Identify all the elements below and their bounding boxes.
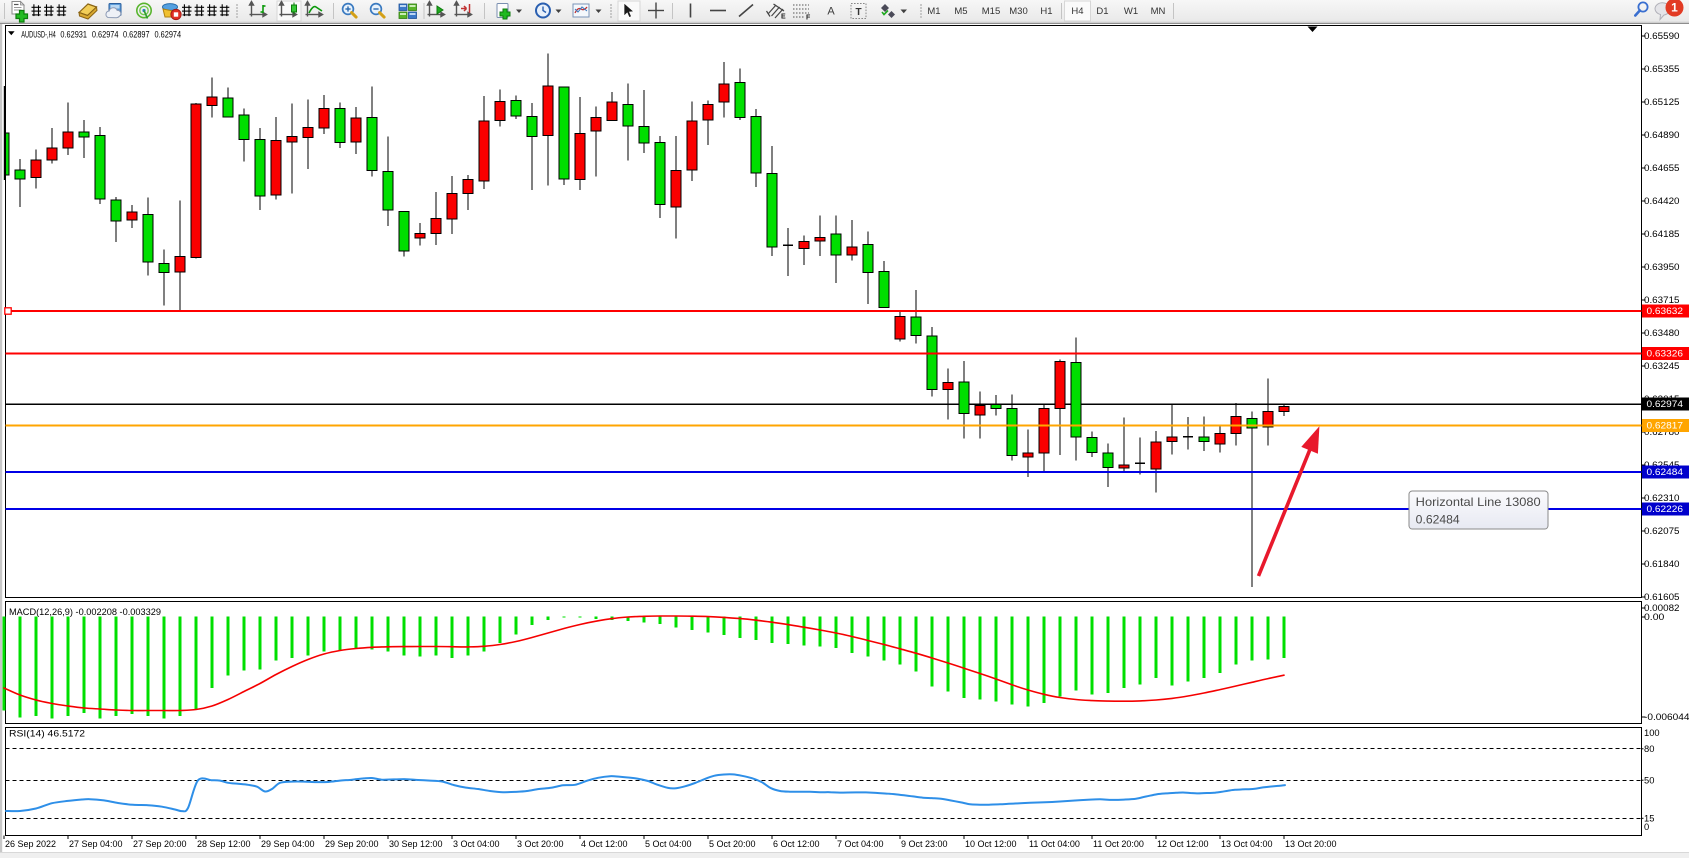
svg-text:AUDUSD-,H4: AUDUSD-,H4 <box>21 29 56 39</box>
svg-text:0.64420: 0.64420 <box>1644 196 1680 206</box>
svg-text:0.63326: 0.63326 <box>1647 349 1684 359</box>
svg-text:M30: M30 <box>1009 6 1027 17</box>
svg-text:M15: M15 <box>982 6 1000 17</box>
svg-text:Horizontal Line 13080: Horizontal Line 13080 <box>1416 495 1541 509</box>
svg-text:0.65355: 0.65355 <box>1644 64 1680 74</box>
svg-text:0.63480: 0.63480 <box>1644 328 1680 338</box>
svg-text:11 Oct 20:00: 11 Oct 20:00 <box>1093 839 1144 849</box>
svg-text:E: E <box>781 14 786 21</box>
svg-text:28 Sep 12:00: 28 Sep 12:00 <box>197 839 251 849</box>
svg-text:T: T <box>855 7 861 18</box>
svg-text:27 Sep 20:00: 27 Sep 20:00 <box>133 839 187 849</box>
svg-text:0.61605: 0.61605 <box>1644 592 1680 602</box>
svg-text:H1: H1 <box>1040 6 1052 17</box>
svg-text:0.62226: 0.62226 <box>1647 504 1684 514</box>
svg-text:0.62484: 0.62484 <box>1647 467 1684 477</box>
svg-text:9 Oct 23:00: 9 Oct 23:00 <box>901 839 948 849</box>
svg-text:13 Oct 04:00: 13 Oct 04:00 <box>1221 839 1273 849</box>
svg-text:6 Oct 12:00: 6 Oct 12:00 <box>773 839 820 849</box>
svg-text:RSI(14) 46.5172: RSI(14) 46.5172 <box>9 729 85 739</box>
svg-text:50: 50 <box>1644 775 1654 785</box>
svg-text:0.63715: 0.63715 <box>1644 295 1680 305</box>
svg-text:0.63245: 0.63245 <box>1644 361 1680 371</box>
svg-text:0.64185: 0.64185 <box>1644 229 1680 239</box>
svg-text:M1: M1 <box>927 6 940 17</box>
svg-text:0.65590: 0.65590 <box>1644 31 1680 41</box>
svg-text:3 Oct 20:00: 3 Oct 20:00 <box>517 839 564 849</box>
svg-text:0.64890: 0.64890 <box>1644 130 1680 140</box>
svg-text:5 Oct 20:00: 5 Oct 20:00 <box>709 839 756 849</box>
svg-text:100: 100 <box>1644 728 1660 738</box>
svg-text:0.00082: 0.00082 <box>1644 603 1680 613</box>
svg-text:0: 0 <box>1644 822 1649 832</box>
svg-text:0.61840: 0.61840 <box>1644 559 1680 569</box>
svg-text:29 Sep 04:00: 29 Sep 04:00 <box>261 839 315 849</box>
svg-text:11 Oct 04:00: 11 Oct 04:00 <box>1029 839 1080 849</box>
svg-text:15: 15 <box>1644 814 1654 824</box>
svg-text:29 Sep 20:00: 29 Sep 20:00 <box>325 839 379 849</box>
svg-text:0.62974: 0.62974 <box>1647 399 1684 409</box>
svg-text:13 Oct 20:00: 13 Oct 20:00 <box>1285 839 1337 849</box>
svg-text:4 Oct 12:00: 4 Oct 12:00 <box>581 839 628 849</box>
svg-text:0.62974: 0.62974 <box>155 29 182 39</box>
svg-text:7 Oct 04:00: 7 Oct 04:00 <box>837 839 884 849</box>
svg-text:80: 80 <box>1644 744 1654 754</box>
svg-text:W1: W1 <box>1124 6 1138 17</box>
svg-text:12 Oct 12:00: 12 Oct 12:00 <box>1157 839 1209 849</box>
svg-text:0.63632: 0.63632 <box>1647 306 1684 316</box>
svg-text:A: A <box>827 6 835 18</box>
svg-text:0.62545: 0.62545 <box>1644 460 1680 470</box>
svg-text:D1: D1 <box>1096 6 1108 17</box>
svg-text:0.00: 0.00 <box>1644 612 1664 622</box>
svg-text:-0.006044: -0.006044 <box>1644 712 1689 722</box>
svg-text:M5: M5 <box>954 6 967 17</box>
svg-text:0.62897: 0.62897 <box>123 29 150 39</box>
svg-text:MN: MN <box>1151 6 1166 17</box>
svg-text:26 Sep 2022: 26 Sep 2022 <box>5 839 56 849</box>
svg-text:0.62931: 0.62931 <box>60 29 87 39</box>
svg-text:1: 1 <box>1671 1 1678 15</box>
svg-text:30 Sep 12:00: 30 Sep 12:00 <box>389 839 443 849</box>
svg-text:MACD(12,26,9) -0.002208 -0.003: MACD(12,26,9) -0.002208 -0.003329 <box>9 607 161 617</box>
svg-text:3 Oct 04:00: 3 Oct 04:00 <box>453 839 500 849</box>
svg-text:0.62310: 0.62310 <box>1644 493 1680 503</box>
svg-text:0.64655: 0.64655 <box>1644 163 1680 173</box>
svg-text:H4: H4 <box>1071 6 1083 17</box>
svg-text:27 Sep 04:00: 27 Sep 04:00 <box>69 839 123 849</box>
svg-text:0.62780: 0.62780 <box>1644 427 1680 437</box>
svg-text:0.62817: 0.62817 <box>1647 421 1684 431</box>
svg-text:0.62974: 0.62974 <box>92 29 119 39</box>
svg-text:0.65125: 0.65125 <box>1644 97 1680 107</box>
svg-text:0.62075: 0.62075 <box>1644 526 1680 536</box>
svg-text:10 Oct 12:00: 10 Oct 12:00 <box>965 839 1017 849</box>
svg-text:0.62484: 0.62484 <box>1416 513 1460 527</box>
svg-text:F: F <box>806 15 811 22</box>
svg-text:0.63950: 0.63950 <box>1644 262 1680 272</box>
svg-text:5 Oct 04:00: 5 Oct 04:00 <box>645 839 692 849</box>
